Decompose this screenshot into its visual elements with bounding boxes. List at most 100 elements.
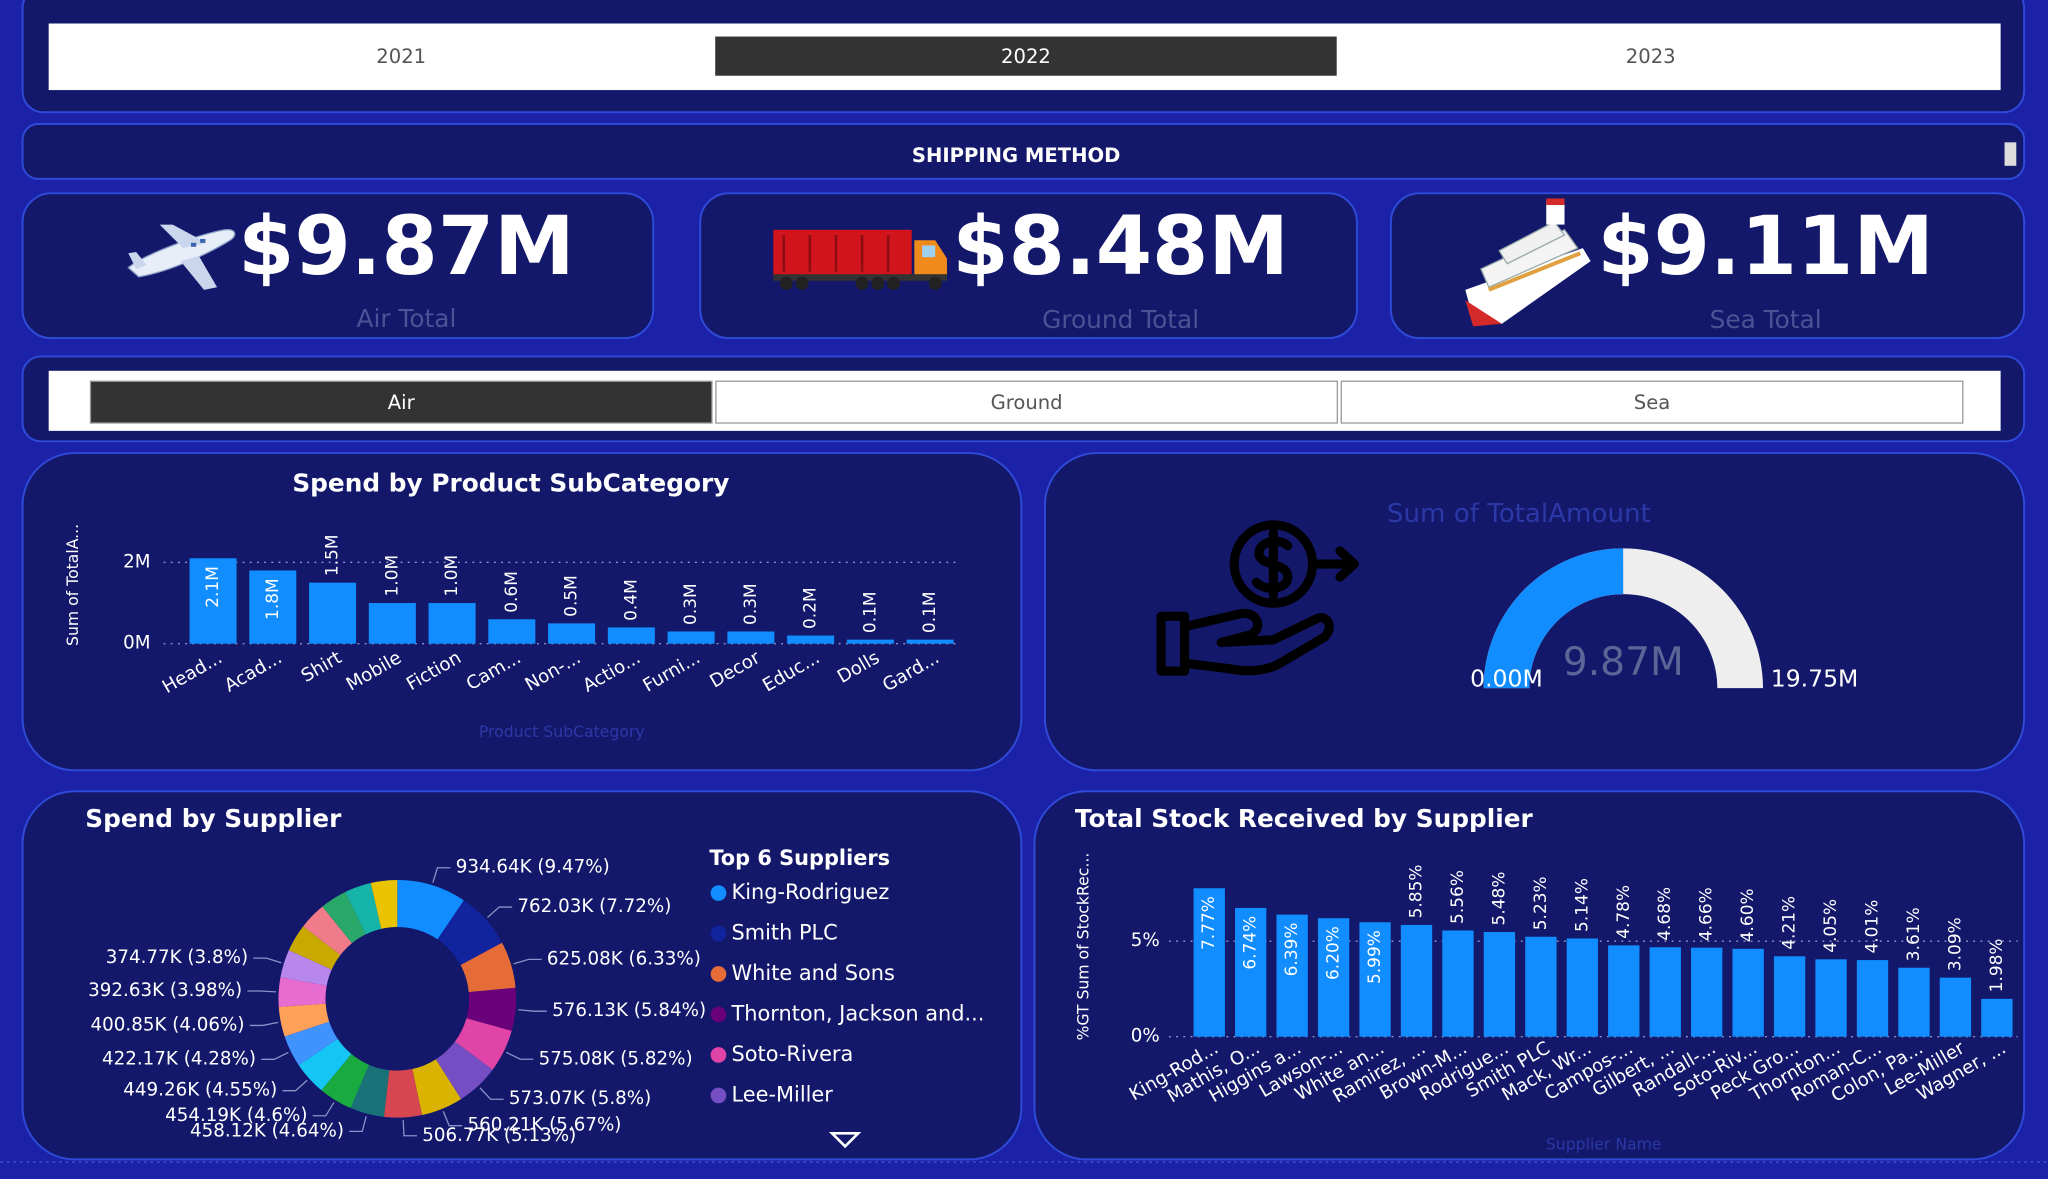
airplane-icon	[127, 224, 236, 290]
donut-slice	[284, 1021, 338, 1066]
data-label: 6.74%	[1241, 916, 1261, 970]
bar	[1898, 967, 1930, 1037]
data-label: 3.09%	[1945, 917, 1965, 971]
kpi-label: Sea Total	[1710, 305, 1822, 334]
gauge-min-label: 0.00M	[1470, 665, 1543, 693]
leader-line	[312, 1102, 335, 1117]
y-tick-label: 0M	[123, 633, 150, 654]
donut-slice	[321, 1054, 370, 1109]
slicer-button[interactable]	[715, 380, 1339, 424]
data-label: 5.56%	[1448, 870, 1468, 924]
bar	[846, 639, 894, 644]
bar	[1981, 998, 2013, 1037]
data-label: 0.2M	[801, 587, 821, 629]
chart-title: Total Stock Received by Supplier	[1075, 804, 1534, 833]
data-label: 5.48%	[1489, 872, 1509, 926]
data-label: 1.0M	[382, 555, 402, 597]
bar	[1691, 947, 1723, 1037]
kpi-label: Ground Total	[1042, 305, 1199, 334]
data-label: 576.13K (5.84%)	[552, 1000, 706, 1021]
data-label: 7.77%	[1199, 896, 1219, 950]
bar	[309, 582, 357, 644]
donut-slice	[298, 1038, 352, 1091]
bar	[1525, 936, 1557, 1037]
scroll-down-arrow[interactable]	[828, 1131, 862, 1149]
data-label: 0.1M	[860, 591, 880, 633]
data-label: 0.6M	[502, 571, 522, 613]
bar	[1235, 907, 1267, 1037]
data-label: 1.8M	[263, 578, 283, 620]
donut-slice	[278, 977, 327, 1007]
leader-line	[253, 957, 282, 964]
slicer-button[interactable]	[1340, 380, 1964, 424]
slicer-option[interactable]: 2022	[1001, 45, 1051, 68]
legend-label[interactable]: Thornton, Jackson and...	[731, 1001, 985, 1025]
data-label: 1.98%	[1987, 938, 2007, 992]
donut-slice	[397, 880, 464, 940]
legend-marker	[710, 925, 727, 942]
legend-label[interactable]: Lee-Miller	[732, 1082, 834, 1106]
data-label: 4.68%	[1655, 887, 1675, 941]
data-label: 400.85K (4.06%)	[91, 1014, 245, 1035]
leader-line	[518, 1009, 547, 1012]
gauge-value	[1483, 548, 1624, 689]
donut-slice	[383, 1069, 423, 1118]
bar	[1608, 945, 1640, 1037]
bar	[787, 635, 835, 644]
data-label: 4.05%	[1821, 899, 1841, 953]
data-label: 573.07K (5.8%)	[509, 1088, 651, 1109]
leader-line	[402, 1120, 418, 1137]
bar	[1193, 888, 1225, 1037]
leader-line	[261, 1051, 289, 1060]
data-label: 374.77K (3.8%)	[106, 947, 248, 968]
legend-title: Top 6 Suppliers	[709, 846, 890, 870]
legend-marker	[710, 1047, 727, 1063]
bar	[1815, 959, 1847, 1037]
data-label: 575.08K (5.82%)	[539, 1048, 693, 1069]
slicer-option[interactable]: 2021	[376, 45, 426, 68]
bar	[727, 631, 775, 644]
legend-label[interactable]: Smith PLC	[732, 921, 838, 945]
bar	[1317, 918, 1350, 1037]
gauge-max-label: 19.75M	[1771, 665, 1859, 693]
legend-label[interactable]: Soto-Rivera	[732, 1042, 854, 1066]
leader-line	[349, 1116, 367, 1133]
kpi-value: $8.48M	[952, 200, 1289, 294]
donut-slice	[437, 900, 503, 965]
slicer-option[interactable]: Sea	[1634, 391, 1670, 414]
data-label: 6.39%	[1282, 922, 1302, 976]
data-label: 458.12K (4.64%)	[190, 1120, 344, 1141]
y-tick-label: 5%	[1131, 930, 1160, 951]
y-tick-label: 0%	[1131, 1026, 1160, 1047]
legend-label[interactable]: White and Sons	[732, 961, 895, 985]
slicer-selected[interactable]	[715, 36, 1337, 76]
legend-marker	[710, 1006, 727, 1023]
bar	[1773, 956, 1806, 1037]
leader-line	[432, 867, 451, 883]
legend-label[interactable]: King-Rodriguez	[732, 880, 890, 904]
x-axis-title: Supplier Name	[1546, 1135, 1662, 1154]
kpi-value: $9.11M	[1597, 200, 1934, 294]
donut-slice	[345, 883, 382, 935]
slicer-button[interactable]	[89, 380, 713, 424]
leader-line	[442, 1110, 463, 1127]
leader-line	[513, 958, 542, 965]
data-label: 422.17K (4.28%)	[102, 1048, 256, 1069]
slicer-option[interactable]: 2023	[1626, 45, 1676, 68]
legend-marker	[710, 966, 727, 982]
leader-line	[505, 1051, 534, 1060]
slicer-option[interactable]: Ground	[991, 391, 1063, 414]
y-tick-label: 2M	[123, 551, 150, 572]
data-label: 762.03K (7.72%)	[517, 896, 671, 917]
slicer-option[interactable]: Air	[388, 391, 416, 414]
gauge-value-label: 9.87M	[1563, 640, 1684, 685]
bar	[1856, 960, 1889, 1037]
bar	[368, 603, 416, 644]
chart-title: Spend by Supplier	[85, 804, 342, 833]
donut-slice	[322, 891, 366, 944]
bar	[1359, 922, 1391, 1037]
donut-slice	[460, 942, 516, 993]
scrollbar[interactable]	[2004, 142, 2017, 166]
data-label: 0.3M	[741, 583, 761, 625]
